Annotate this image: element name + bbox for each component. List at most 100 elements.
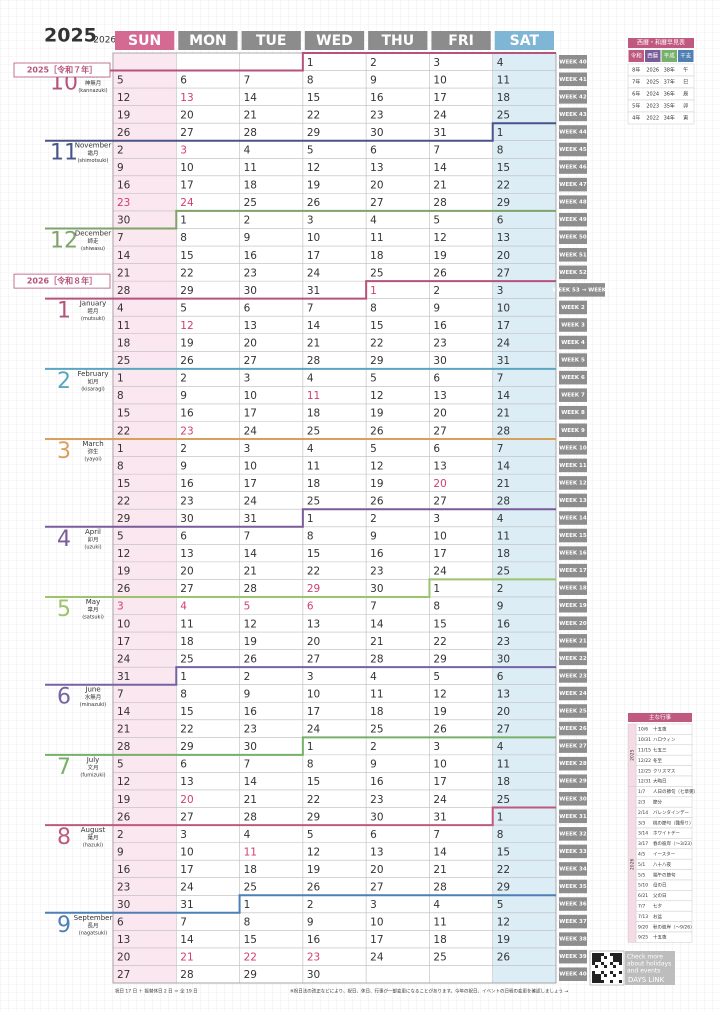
day-number: 9 (307, 917, 314, 929)
day-number: 25 (244, 881, 257, 893)
day-number: 26 (117, 583, 131, 595)
day-number: 16 (180, 478, 194, 490)
day-number: 8 (307, 531, 314, 543)
day-number: 16 (117, 864, 131, 876)
day-number: 11 (497, 759, 510, 771)
qr-dot (601, 962, 604, 965)
week-tag-bg (559, 265, 587, 280)
day-header-bg (241, 31, 301, 50)
month-romaji: (shimotsuki) (77, 158, 108, 164)
day-number: 4 (244, 145, 251, 157)
qr-dot (619, 962, 622, 965)
day-number: 5 (117, 74, 124, 86)
day-number: 1 (370, 285, 377, 297)
week-tag: WEEK 44 (559, 129, 587, 135)
day-number: 14 (370, 618, 384, 630)
event-date: 2/14 (638, 810, 648, 816)
day-number: 23 (117, 881, 130, 893)
month-en: January (79, 300, 107, 308)
day-number: 15 (180, 706, 193, 718)
day-number: 19 (117, 566, 130, 578)
day-number: 27 (180, 127, 193, 139)
day-number: 11 (307, 460, 320, 472)
qr-dot (592, 974, 595, 977)
day-number: 17 (307, 250, 320, 262)
qr-dot (595, 965, 598, 968)
era-header-bg (645, 50, 661, 62)
day-number: 13 (180, 92, 193, 104)
month-en: March (82, 440, 103, 448)
day-number: 30 (244, 285, 257, 297)
event-date: 5/10 (638, 883, 648, 889)
day-number: 18 (244, 864, 257, 876)
month-romaji: (fumizuki) (80, 772, 105, 778)
day-header-bg (494, 31, 554, 50)
week-tag-bg (559, 914, 587, 929)
day-header: FRI (448, 33, 474, 49)
day-number: 1 (180, 671, 187, 683)
event-name: イースター (653, 851, 676, 858)
event-date: 12/31 (638, 779, 651, 785)
event-name: 桃の節句（雛祭り） (653, 819, 694, 826)
day-number: 31 (117, 671, 130, 683)
day-number: 24 (244, 495, 258, 507)
day-number: 16 (244, 706, 258, 718)
day-number: 19 (307, 864, 320, 876)
day-number: 22 (117, 425, 130, 437)
week-tag: WEEK 45 (559, 147, 587, 153)
week-tag-bg (559, 949, 587, 964)
day-number: 16 (180, 408, 194, 420)
day-number: 20 (180, 566, 193, 578)
year-label: 2026［令和８年］ (27, 276, 97, 286)
day-number: 3 (244, 373, 251, 385)
month-number: 7 (57, 755, 71, 780)
month-jp: 弥生 (87, 448, 99, 456)
week-tag-bg (559, 441, 587, 455)
day-number: 21 (433, 864, 446, 876)
day-number: 18 (244, 180, 257, 192)
month-line (45, 508, 556, 528)
day-number: 13 (180, 776, 193, 788)
day-number: 10 (244, 390, 257, 402)
week-tag-bg (559, 827, 587, 841)
footer-right: ※祝日法の改正などにより、祝日、休日、行事が一部変更になることがあります。今年の… (290, 988, 568, 995)
day-number: 5 (244, 601, 251, 613)
day-number: 17 (307, 706, 320, 718)
day-number: 28 (117, 285, 130, 297)
day-number: 25 (497, 109, 510, 121)
day-number: 20 (117, 952, 130, 964)
event-name: お盆 (653, 913, 662, 920)
day-number: 4 (433, 899, 440, 911)
day-number: 29 (307, 811, 320, 823)
day-number: 5 (433, 215, 440, 227)
week-tag: WEEK 16 (559, 551, 587, 557)
event-name: 母の日 (653, 883, 667, 889)
week-tag: WEEK 41 (559, 77, 587, 83)
era-cell: 2024 (646, 92, 659, 98)
week-tag-bg (559, 844, 587, 859)
week-tag-bg (559, 809, 587, 824)
day-number: 20 (433, 478, 446, 490)
day-number: 22 (307, 109, 320, 121)
day-number: 26 (307, 881, 321, 893)
year-label: 2025［令和７年］ (27, 65, 97, 75)
day-number: 13 (117, 934, 130, 946)
day-number: 7 (497, 443, 504, 455)
era-cell: 37年 (664, 79, 675, 86)
day-number: 8 (307, 74, 314, 86)
day-number: 28 (497, 495, 510, 507)
event-date: 5/1 (638, 862, 645, 868)
day-number: 21 (117, 267, 130, 279)
day-number: 20 (497, 250, 510, 262)
day-number: 14 (117, 706, 131, 718)
day-number: 18 (307, 408, 320, 420)
day-number: 28 (307, 355, 320, 367)
week-tag: WEEK 51 (559, 252, 587, 258)
day-number: 18 (433, 934, 446, 946)
month-number: 9 (57, 913, 71, 938)
day-number: 19 (307, 180, 320, 192)
day-number: 20 (433, 408, 446, 420)
week-tag-bg (559, 388, 587, 402)
week-tag: WEEK 12 (559, 480, 587, 486)
day-number: 14 (307, 320, 321, 332)
